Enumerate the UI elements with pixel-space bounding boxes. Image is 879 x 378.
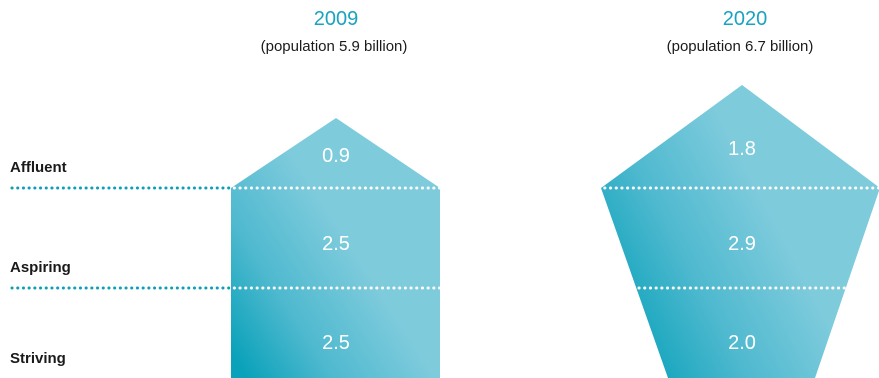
value-2009-striving: 2.5 [322, 332, 350, 354]
value-2020-aspiring: 2.9 [728, 233, 756, 255]
label-aspiring: Aspiring [10, 259, 71, 276]
year-2009: 2009 [313, 8, 359, 30]
label-affluent: Affluent [10, 159, 67, 176]
value-2020-affluent: 1.8 [728, 138, 756, 160]
population-2020: (population 6.7 billion) [666, 38, 814, 55]
shape-2009 [231, 118, 440, 378]
shape-2020 [601, 85, 879, 378]
value-2009-aspiring: 2.5 [322, 233, 350, 255]
value-2009-affluent: 0.9 [322, 145, 350, 167]
population-2009: (population 5.9 billion) [260, 38, 408, 55]
value-2020-striving: 2.0 [728, 332, 756, 354]
year-2020: 2020 [722, 8, 768, 30]
label-striving: Striving [10, 350, 66, 367]
